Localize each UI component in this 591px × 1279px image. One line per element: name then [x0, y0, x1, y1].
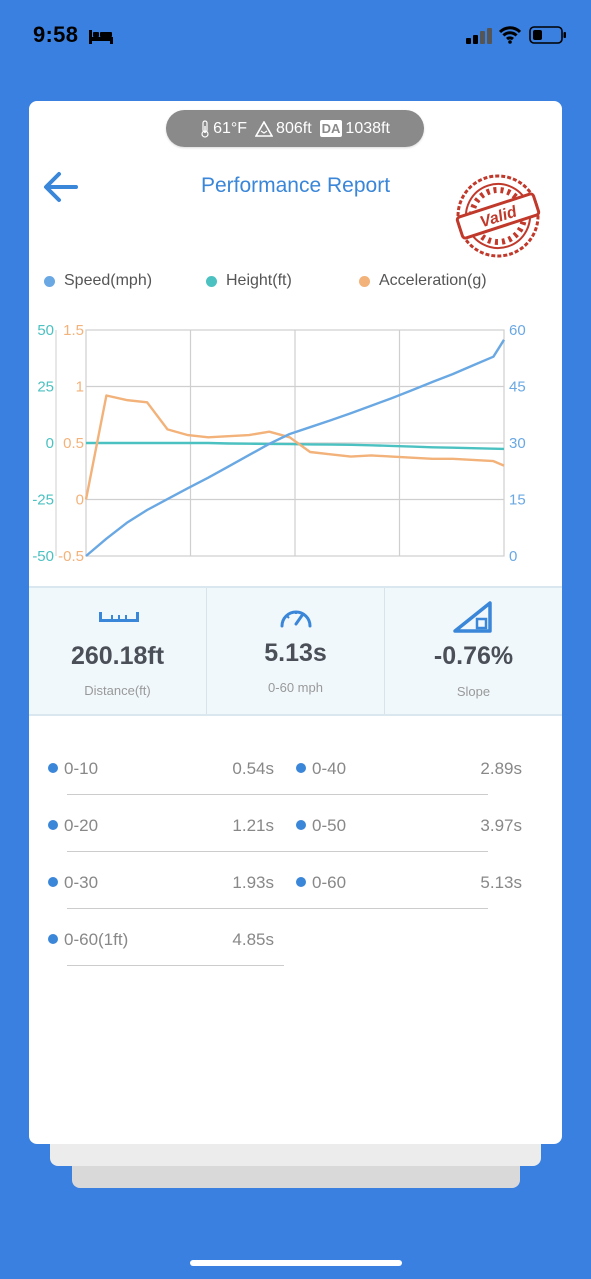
split-label: 0-50: [312, 816, 347, 835]
split-time: 1.21s: [232, 816, 274, 835]
y-tick-label-acceleration: 1: [76, 379, 84, 396]
page-title: Performance Report: [200, 174, 391, 197]
split-divider: [67, 965, 284, 966]
y-tick-label-speed: 0: [509, 548, 517, 565]
legend-dot: [44, 275, 55, 287]
split-time: 4.85s: [232, 930, 274, 949]
split-time: 0.54s: [232, 759, 274, 778]
distance-label: Distance(ft): [84, 683, 151, 698]
y-tick-label-acceleration: 1.5: [63, 322, 84, 339]
split-bullet: [48, 763, 58, 773]
valid-stamp-icon: Valid: [455, 174, 541, 258]
y-tick-label-height: 50: [37, 322, 54, 339]
stat-slope: -0.76% Slope: [385, 588, 562, 714]
y-tick-label-speed: 15: [509, 492, 526, 509]
split-divider: [67, 851, 488, 852]
y-tick-label-height: 0: [46, 435, 54, 452]
series-line-acceleration-g-: [84, 394, 505, 500]
wifi-icon: [499, 26, 521, 44]
split-label: 0-60(1ft): [64, 930, 129, 949]
y-tick-label-speed: 30: [509, 435, 526, 452]
slope-label: Slope: [456, 684, 491, 699]
split-label: 0-60: [312, 873, 347, 892]
split-divider: [67, 794, 488, 795]
split-label: 0-30: [64, 873, 99, 892]
split-bullet: [48, 934, 58, 944]
stat-distance: 260.18ft Distance(ft): [29, 588, 207, 714]
speedometer-icon: [280, 610, 312, 628]
density-altitude-badge: DA: [319, 120, 343, 137]
home-indicator[interactable]: [190, 1260, 402, 1266]
legend-dot: [359, 275, 370, 287]
slope-icon: [453, 601, 492, 633]
mountain-icon: [255, 120, 274, 137]
split-divider: [67, 908, 488, 909]
y-tick-label-acceleration: -0.5: [58, 548, 84, 565]
split-bullet: [48, 877, 58, 887]
y-tick-label-height: -50: [32, 548, 54, 565]
battery-icon: [529, 26, 566, 44]
split-bullet: [296, 877, 306, 887]
legend-speed: Speed(mph): [44, 272, 206, 290]
y-tick-label-height: 25: [37, 379, 54, 396]
series-line-speed-mph-: [85, 339, 506, 557]
y-tick-label-acceleration: 0.5: [63, 435, 84, 452]
legend-label: Speed(mph): [64, 272, 153, 289]
split-time: 2.89s: [480, 759, 522, 778]
zero-to-sixty-value: 5.13s: [264, 639, 327, 667]
chart-legend: Speed(mph) Height(ft) Acceleration(g): [44, 272, 487, 290]
back-arrow-icon[interactable]: [42, 171, 78, 203]
status-time: 9:58: [33, 22, 79, 47]
split-bullet: [48, 820, 58, 830]
legend-height: Height(ft): [206, 272, 359, 290]
split-time: 3.97s: [480, 816, 522, 835]
legend-label: Acceleration(g): [379, 272, 487, 289]
split-time: 5.13s: [480, 873, 522, 892]
legend-acceleration: Acceleration(g): [359, 272, 487, 290]
density-altitude-value: 1038ft: [345, 119, 390, 137]
thermometer-icon: [201, 119, 209, 138]
y-tick-label-speed: 45: [509, 379, 526, 396]
split-bullet: [296, 820, 306, 830]
split-bullet: [296, 763, 306, 773]
stats-row: 260.18ft Distance(ft) 5.13s 0-60 mph -0.…: [29, 586, 562, 716]
environment-pill: 61°F 806ft DA 1038ft: [166, 110, 424, 147]
y-tick-label-speed: 60: [509, 322, 526, 339]
legend-dot: [206, 275, 217, 287]
distance-value: 260.18ft: [70, 642, 165, 670]
cellular-signal-icon: [466, 28, 492, 44]
performance-chart: 50 25 0 -25 -50 1.5 1 0.5 0 -0.5 60 45 30 15 0: [32, 322, 526, 565]
stat-zero-to-sixty: 5.13s 0-60 mph: [207, 588, 385, 714]
y-tick-label-height: -25: [32, 492, 54, 509]
slope-value: -0.76%: [433, 642, 514, 670]
zero-to-sixty-label: 0-60 mph: [268, 680, 323, 695]
legend-label: Height(ft): [226, 272, 292, 289]
split-label: 0-10: [64, 759, 99, 778]
ruler-icon: [99, 612, 139, 622]
altitude-value: 806ft: [276, 119, 312, 137]
split-label: 0-40: [312, 759, 347, 778]
status-bar: 9:58: [0, 0, 591, 70]
split-time: 1.93s: [232, 873, 274, 892]
split-label: 0-20: [64, 816, 99, 835]
sleep-focus-icon: [89, 30, 113, 44]
temperature-value: 61°F: [213, 119, 248, 137]
y-tick-label-acceleration: 0: [76, 492, 84, 509]
